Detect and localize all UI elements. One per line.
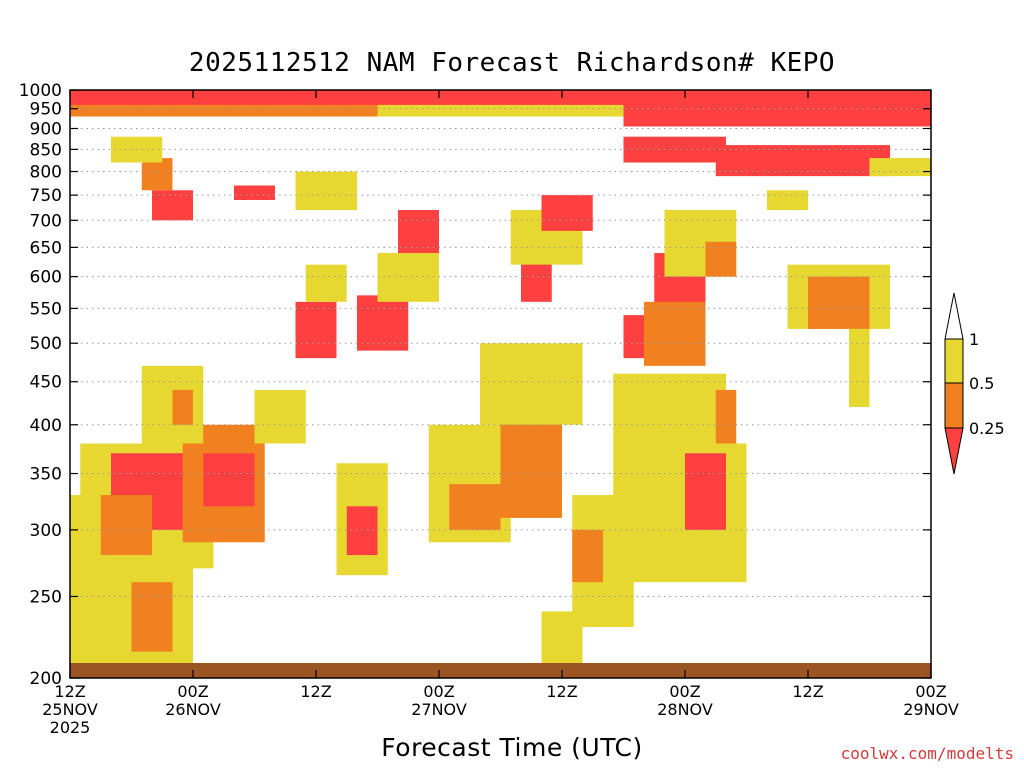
- heatmap-cells: [70, 90, 931, 678]
- heatmap-cell-high: [849, 328, 870, 407]
- heatmap-cell-low: [357, 295, 409, 351]
- y-tick-label: 350: [30, 465, 62, 485]
- site-credit: coolwx.com/modelts: [840, 744, 1014, 763]
- heatmap-cell-mid: [131, 582, 173, 652]
- x-tick-label: 28NOV: [657, 700, 713, 719]
- x-axis-title: Forecast Time (UTC): [381, 733, 643, 762]
- heatmap-cell-mid: [500, 406, 562, 518]
- y-tick-label: 1000: [19, 81, 62, 101]
- heatmap-cell-low: [203, 453, 255, 507]
- y-tick-label: 300: [30, 521, 62, 541]
- color-legend: 0.25 0.5 1: [944, 292, 1005, 475]
- legend-arrow-top: [944, 292, 964, 340]
- heatmap-cell-high: [254, 389, 306, 444]
- y-tick-label: 750: [30, 186, 62, 206]
- legend-swatch-mid: [944, 382, 964, 429]
- heatmap-cell-low: [541, 195, 593, 231]
- y-tick-label: 900: [30, 119, 62, 139]
- plot-frame: [69, 89, 932, 679]
- x-tick-label: 00Z: [669, 682, 700, 701]
- x-tick-label: 00Z: [915, 682, 946, 701]
- legend-arrow-low: [944, 427, 964, 475]
- heatmap-cell-low-surface: [623, 104, 931, 127]
- heatmap-cell-high: [480, 343, 583, 425]
- heatmap-cell-low: [346, 506, 378, 556]
- y-tick-label: 200: [30, 669, 62, 689]
- heatmap-cell-low: [715, 145, 890, 177]
- heatmap-cell-low: [623, 136, 726, 163]
- legend-label: 0.5: [969, 374, 994, 393]
- y-tick-label: 600: [30, 268, 62, 288]
- heatmap-cell-mid: [100, 495, 152, 556]
- x-tick-label: 27NOV: [411, 700, 467, 719]
- pressure-gridlines: [70, 108, 931, 597]
- heatmap-cell-high-surface: [377, 104, 624, 117]
- heatmap-cell-high: [295, 171, 357, 211]
- heatmap-cell-low: [295, 301, 337, 359]
- heatmap-cell-high: [767, 190, 808, 211]
- y-tick-label: 950: [30, 100, 62, 120]
- y-tick-label: 850: [30, 140, 62, 160]
- heatmap-cell-mid: [715, 389, 737, 444]
- y-tick-label: 450: [30, 373, 62, 393]
- heatmap-cell-mid: [644, 301, 706, 366]
- ground-band: [70, 663, 931, 678]
- heatmap-cell-mid: [172, 389, 193, 425]
- x-tick-label: 29NOV: [903, 700, 959, 719]
- heatmap-cell-mid: [572, 529, 603, 583]
- x-tick-label: 12Z: [792, 682, 823, 701]
- legend-label: 0.25: [969, 419, 1005, 438]
- chart-title: 2025112512 NAM Forecast Richardson# KEPO: [188, 48, 836, 78]
- heatmap-cell-mid: [808, 276, 870, 329]
- legend-label: 1: [969, 330, 979, 349]
- y-tick-label: 800: [30, 163, 62, 183]
- y-tick-label: 250: [30, 587, 62, 607]
- heatmap-cell-low-surface: [70, 90, 931, 107]
- y-axis-ticks: 200 250 300 350 400 450 500 550 600 650 700 750 800 8…: [19, 81, 931, 689]
- y-tick-label: 400: [30, 416, 62, 436]
- x-tick-label: 00Z: [423, 682, 454, 701]
- y-tick-label: 550: [30, 299, 62, 319]
- ground-surface: [70, 663, 931, 678]
- y-tick-label: 650: [30, 238, 62, 258]
- heatmap-cell-mid: [705, 241, 737, 277]
- heatmap-cell-high: [869, 158, 931, 177]
- heatmap-cell-mid-surface: [70, 104, 378, 117]
- x-tick-label: 26NOV: [165, 700, 221, 719]
- heatmap-cell-mid: [449, 484, 501, 530]
- x-tick-label: 2025: [50, 718, 91, 737]
- y-tick-label: 700: [30, 211, 62, 231]
- x-tick-label: 25NOV: [42, 700, 98, 719]
- heatmap-cell-mid: [141, 158, 173, 191]
- legend-swatch-high: [944, 338, 964, 384]
- heatmap-cell-high: [377, 253, 439, 302]
- heatmap-cell-high: [305, 264, 347, 302]
- x-tick-label: 12Z: [546, 682, 577, 701]
- heatmap-cell-low: [398, 210, 439, 254]
- x-tick-label: 00Z: [177, 682, 208, 701]
- heatmap-cell-low: [234, 185, 275, 201]
- heatmap-cell-low: [685, 453, 726, 530]
- y-tick-label: 500: [30, 334, 62, 354]
- x-tick-label: 12Z: [300, 682, 331, 701]
- x-tick-label: 12Z: [54, 682, 85, 701]
